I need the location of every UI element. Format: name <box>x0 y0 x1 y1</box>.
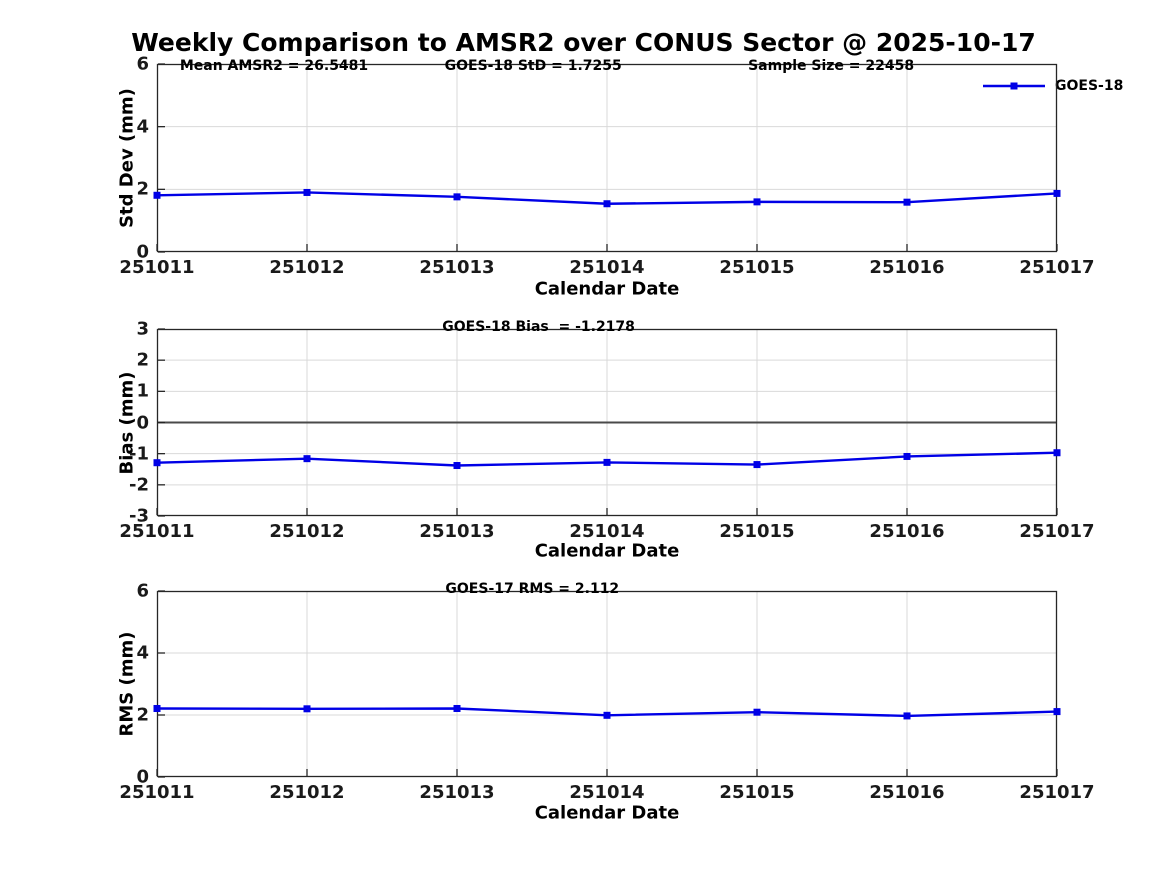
data-point-marker <box>903 712 911 720</box>
plot-area-bias <box>153 328 1061 517</box>
legend: GOES-18 <box>983 78 1123 94</box>
y-axis-label: RMS (mm) <box>116 631 138 737</box>
axes-border <box>156 328 1058 517</box>
y-tick-label: 0 <box>136 241 149 263</box>
data-point-marker <box>753 198 761 206</box>
x-tick-label: 251014 <box>569 521 645 542</box>
data-point-marker <box>1053 449 1061 457</box>
x-tick-label: 251016 <box>869 782 945 803</box>
axes-border <box>156 63 1058 253</box>
x-tick-label: 251015 <box>719 257 795 278</box>
x-tick-label: 251011 <box>119 257 195 278</box>
data-point-marker <box>453 704 461 712</box>
x-tick-label: 251013 <box>419 257 495 278</box>
data-point-marker <box>153 704 161 712</box>
x-tick-label: 251013 <box>419 521 495 542</box>
annotation-goes18-bias: GOES-18 Bias = -1.2178 <box>442 319 635 335</box>
y-tick-label: 4 <box>136 642 149 664</box>
data-point-marker <box>453 462 461 470</box>
data-point-marker <box>753 461 761 469</box>
y-tick-label: 2 <box>136 349 149 371</box>
x-tick-label: 251014 <box>569 257 645 278</box>
x-tick-label: 251017 <box>1019 257 1095 278</box>
annotation-mean-amsr2: Mean AMSR2 = 26.5481 <box>179 58 369 74</box>
annotation-sample-size: Sample Size = 22458 <box>748 58 915 74</box>
y-tick-label: 4 <box>136 116 149 138</box>
legend-line-sample <box>983 82 1045 90</box>
plot-area-std-dev <box>153 63 1061 253</box>
x-tick-label: 251012 <box>269 257 345 278</box>
y-tick-label: 2 <box>136 178 149 200</box>
data-point-marker <box>303 188 311 196</box>
y-axis-label: Std Dev (mm) <box>116 88 138 228</box>
data-point-marker <box>603 458 611 466</box>
data-point-marker <box>1053 708 1061 716</box>
data-point-marker <box>753 708 761 716</box>
annotation-goes18-std: GOES-18 StD = 1.7255 <box>444 58 622 74</box>
x-tick-label: 251017 <box>1019 521 1095 542</box>
x-tick-label: 251012 <box>269 521 345 542</box>
y-tick-label: 0 <box>136 412 149 433</box>
x-axis-label: Calendar Date <box>534 802 680 824</box>
y-tick-label: 3 <box>136 318 149 340</box>
data-point-marker <box>153 191 161 199</box>
y-tick-label: -3 <box>129 505 149 527</box>
y-tick-label: 1 <box>136 380 149 402</box>
data-point-marker <box>153 459 161 467</box>
x-axis-label: Calendar Date <box>534 278 680 300</box>
y-tick-label: -2 <box>129 474 149 496</box>
x-axis-label: Calendar Date <box>534 540 680 562</box>
data-point-marker <box>303 705 311 713</box>
y-tick-label: -1 <box>129 443 149 465</box>
annotation-goes17-rms: GOES-17 RMS = 2.112 <box>445 581 620 597</box>
data-point-marker <box>903 198 911 206</box>
data-point-marker <box>1053 189 1061 197</box>
y-tick-label: 2 <box>136 704 149 726</box>
x-tick-label: 251015 <box>719 782 795 803</box>
x-tick-label: 251014 <box>569 782 645 803</box>
data-point-marker <box>603 711 611 719</box>
x-tick-label: 251011 <box>119 782 195 803</box>
legend-label: GOES-18 <box>1055 78 1124 94</box>
axes-border <box>156 590 1058 778</box>
data-point-marker <box>603 200 611 208</box>
x-tick-label: 251013 <box>419 782 495 803</box>
y-tick-label: 6 <box>136 53 149 75</box>
x-tick-label: 251016 <box>869 257 945 278</box>
legend-marker <box>1010 82 1018 90</box>
x-tick-label: 251017 <box>1019 782 1095 803</box>
x-tick-label: 251016 <box>869 521 945 542</box>
data-point-marker <box>303 455 311 463</box>
plot-area-rms <box>153 590 1061 778</box>
data-point-marker <box>903 452 911 460</box>
x-tick-label: 251015 <box>719 521 795 542</box>
y-tick-label: 6 <box>136 580 149 602</box>
data-point-marker <box>453 193 461 201</box>
figure-title: Weekly Comparison to AMSR2 over CONUS Se… <box>131 28 1036 57</box>
y-tick-label: 0 <box>136 766 149 788</box>
x-tick-label: 251011 <box>119 521 195 542</box>
x-tick-label: 251012 <box>269 782 345 803</box>
